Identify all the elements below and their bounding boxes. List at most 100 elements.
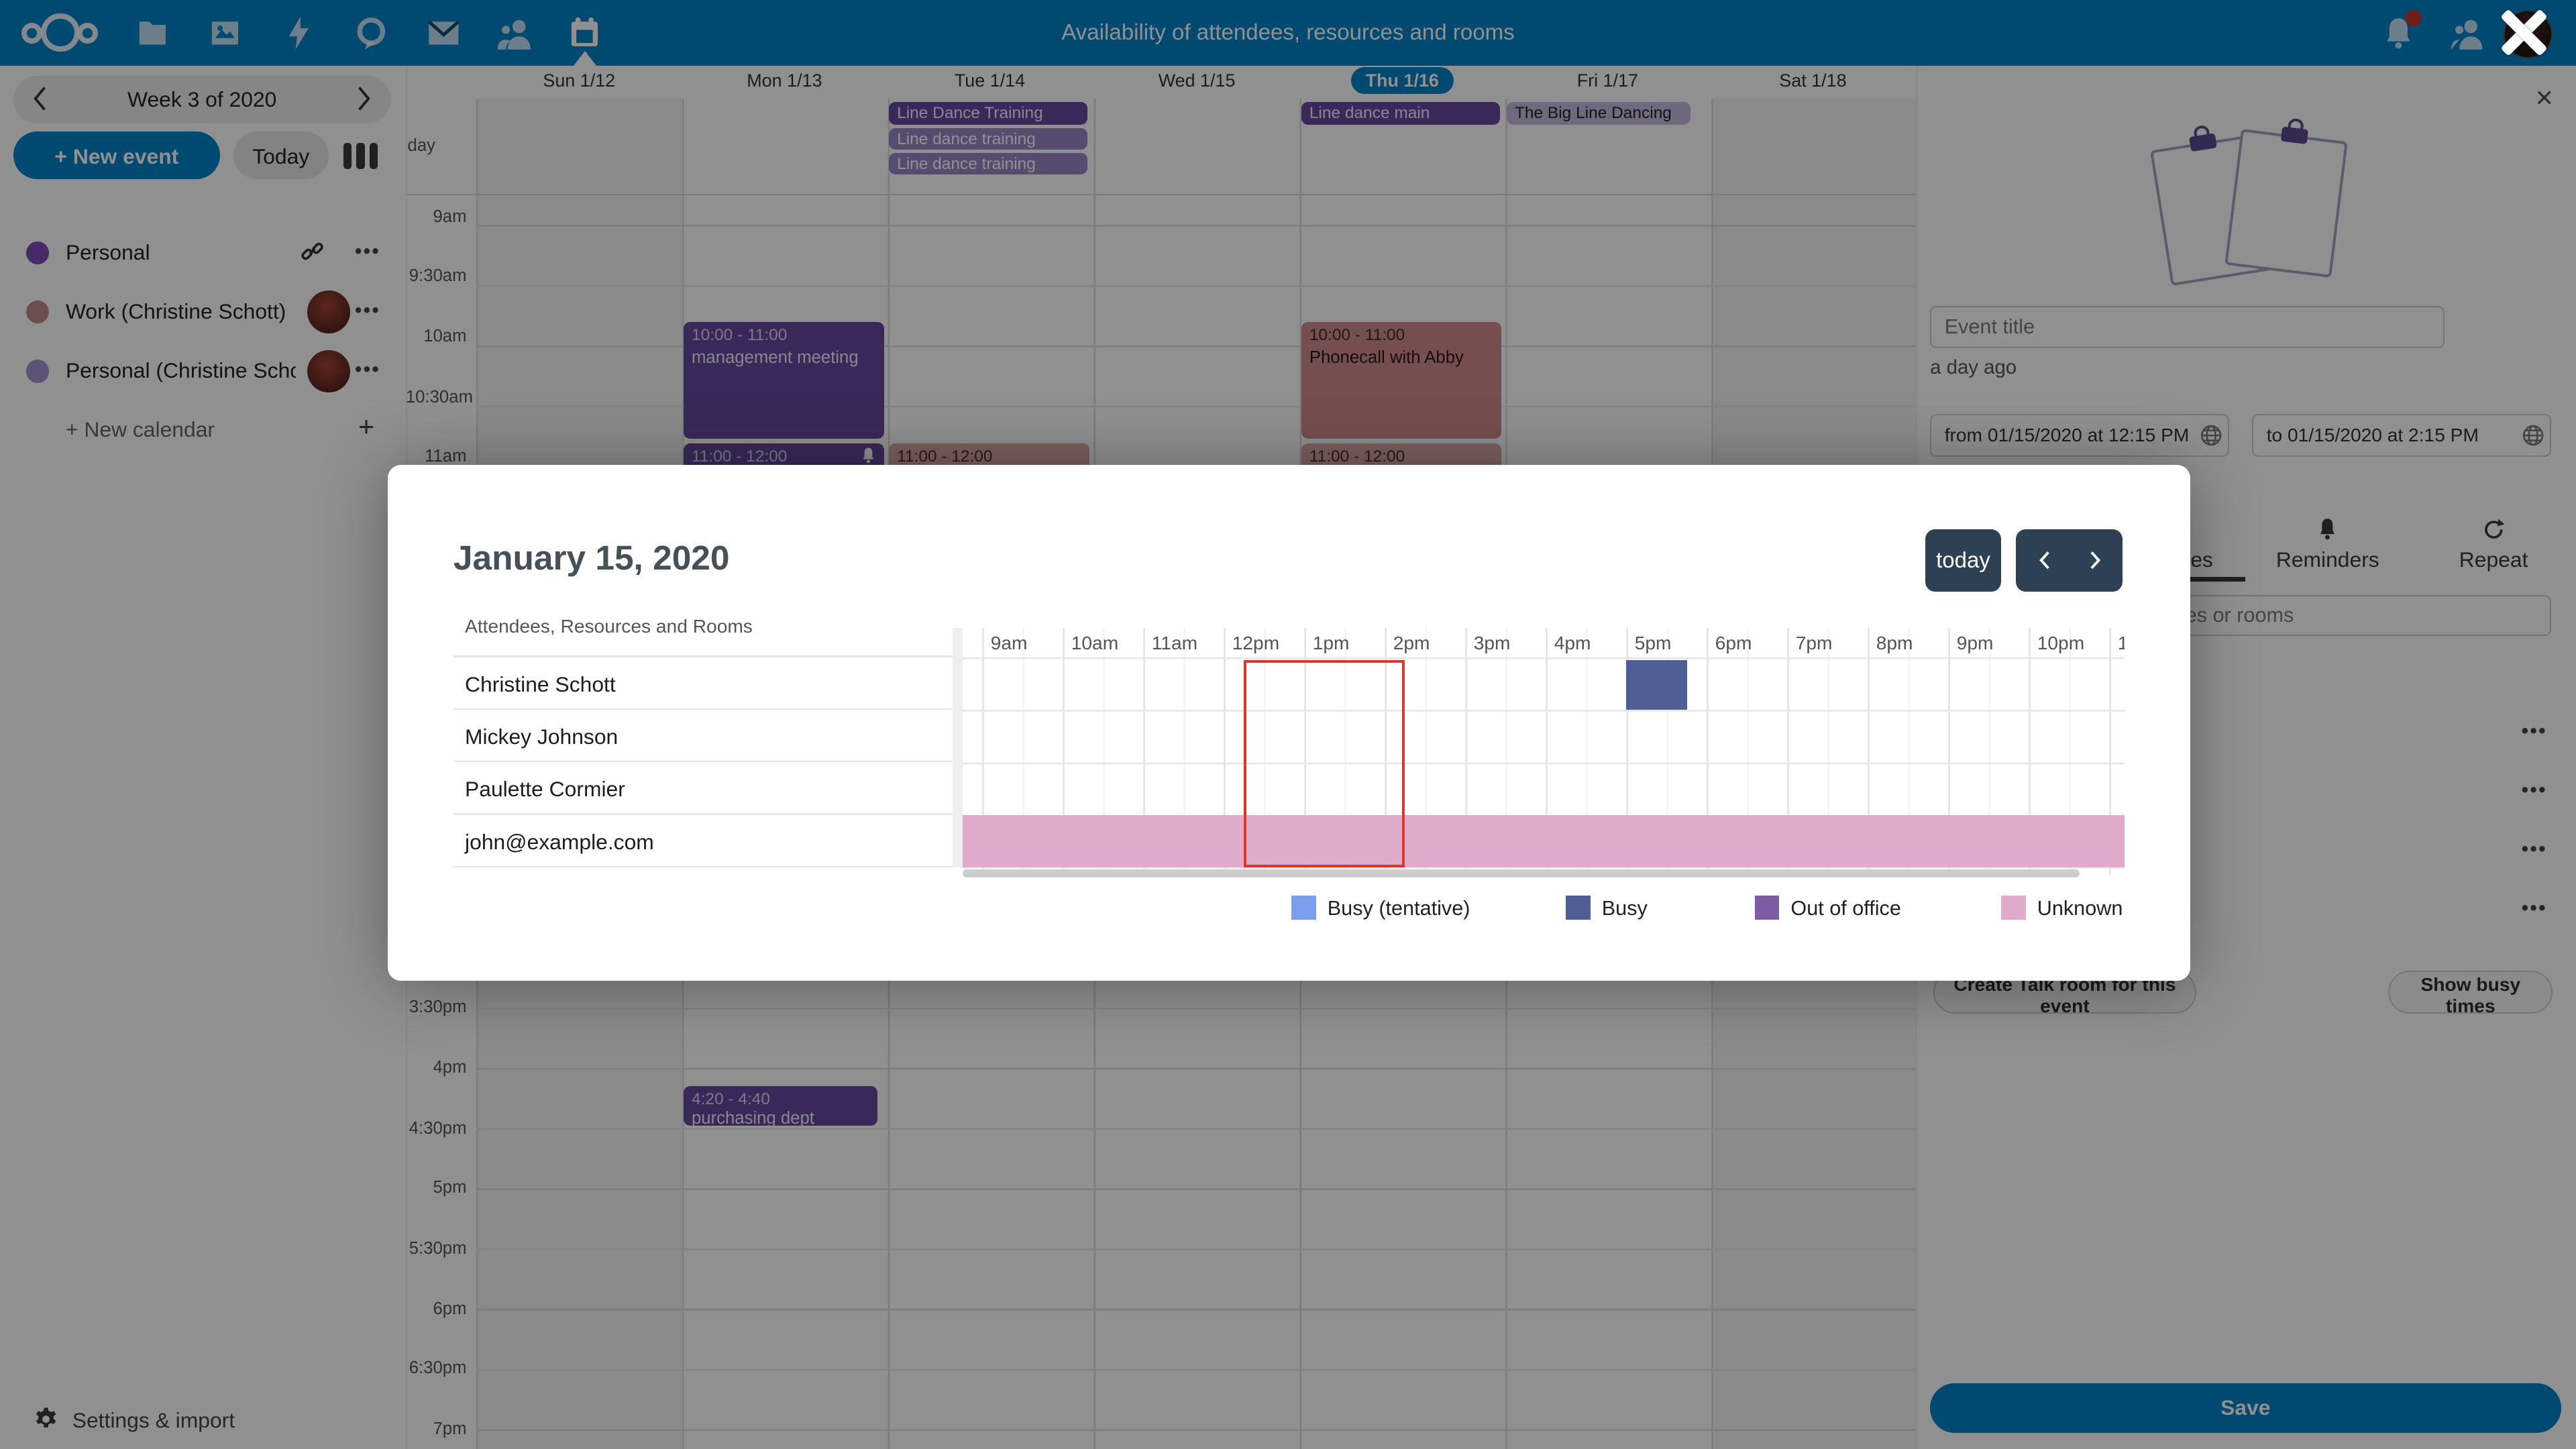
modal-date-title: January 15, 2020 (453, 537, 730, 577)
grid-time-label: 12pm (1232, 632, 1280, 653)
availability-grid[interactable]: 9am 10am 11am 12pm 1pm 2pm 3pm 4pm 5pm 6… (963, 627, 2125, 876)
attendee-row: john@example.com (465, 829, 654, 854)
time-gutter-label: 4pm (433, 1058, 467, 1077)
talk-icon[interactable] (352, 13, 391, 53)
settings-link[interactable]: Settings & import (72, 1407, 235, 1432)
modal-today-button[interactable]: today (1925, 529, 2001, 592)
day-header[interactable]: Tue 1/14 (954, 70, 1026, 91)
time-gutter-label: 10:30am (405, 387, 473, 407)
legend-swatch (1291, 895, 1316, 920)
tab-repeat[interactable]: Repeat (2412, 517, 2576, 572)
availability-modal: January 15, 2020 today Attendees, Resour… (387, 465, 2190, 981)
grid-time-label: 7pm (1795, 632, 1833, 653)
event-management-meeting[interactable]: 10:00 - 11:00 management meeting (683, 321, 884, 439)
grid-time-label: 11pm (2118, 633, 2125, 654)
attendee-actions-icon[interactable]: ••• (2521, 897, 2547, 920)
reminder-bell-icon (859, 447, 877, 465)
contacts-icon[interactable] (494, 13, 534, 53)
show-busy-times-button[interactable]: Show busy times (2388, 971, 2553, 1016)
settings-gear-icon[interactable] (33, 1406, 59, 1432)
view-toggle-icon[interactable] (343, 143, 383, 176)
add-calendar-icon[interactable]: + (358, 411, 376, 443)
week-switcher[interactable]: Week 3 of 2020 (13, 75, 391, 123)
day-header[interactable]: Fri 1/17 (1576, 70, 1638, 91)
tab-reminders[interactable]: Reminders (2245, 517, 2410, 572)
day-header-today[interactable]: Thu 1/16 (1299, 67, 1505, 95)
allday-event[interactable]: Line dance main rehearsal (1301, 101, 1500, 125)
contacts-menu-icon[interactable] (2448, 13, 2487, 53)
activity-icon[interactable] (279, 13, 319, 53)
next-week-icon[interactable] (348, 84, 378, 113)
grid-time-label: 1pm (1312, 632, 1350, 653)
time-gutter-label: 6pm (433, 1299, 467, 1319)
day-header[interactable]: Mon 1/13 (747, 70, 822, 91)
unknown-availability-band (963, 814, 2125, 868)
attendees-column-header: Attendees, Resources and Rooms (465, 616, 753, 637)
modal-date-nav[interactable] (2015, 529, 2123, 592)
last-modified-label: a day ago (1930, 356, 2017, 379)
calendar-item-personal-shared[interactable]: Personal (Christine Scho… ••• (0, 341, 406, 400)
active-app-indicator (573, 50, 596, 66)
attendee-actions-icon[interactable]: ••• (2521, 719, 2547, 742)
left-sidebar: Week 3 of 2020 + New event Today Persona… (0, 65, 407, 1449)
previous-day-icon (2039, 551, 2049, 570)
event-purchasing-dept[interactable]: 4:20 - 4:40 purchasing dept (683, 1085, 877, 1126)
mail-icon[interactable] (424, 13, 464, 53)
time-gutter-label: 5:30pm (409, 1238, 467, 1258)
allday-event[interactable]: Line Dance Training (888, 101, 1088, 125)
close-sidebar-icon[interactable]: ✕ (2534, 86, 2555, 112)
week-label[interactable]: Week 3 of 2020 (127, 87, 277, 111)
column-divider (953, 627, 963, 868)
photos-icon[interactable] (205, 13, 245, 53)
calendar-item-personal[interactable]: Personal ••• (0, 223, 406, 282)
calendar-actions-icon[interactable]: ••• (354, 239, 381, 262)
calendar-color-dot (26, 301, 50, 324)
day-header[interactable]: Sun 1/12 (543, 70, 616, 91)
grid-time-label: 9am (990, 632, 1028, 653)
attendee-actions-icon[interactable]: ••• (2521, 837, 2547, 860)
grid-time-label: 8pm (1876, 632, 1913, 653)
new-calendar-item[interactable]: + New calendar + (65, 411, 376, 443)
event-title-input[interactable] (1930, 305, 2445, 349)
attendee-actions-icon[interactable]: ••• (2521, 778, 2547, 801)
grid-horizontal-scrollbar[interactable] (963, 869, 2080, 877)
new-event-button[interactable]: + New event (13, 131, 221, 179)
grid-time-label: 5pm (1634, 632, 1672, 653)
time-gutter-label: 9:30am (409, 266, 467, 285)
grid-time-label: 11am (1151, 632, 1198, 653)
previous-week-icon[interactable] (26, 84, 56, 113)
day-header[interactable]: Sat 1/18 (1779, 70, 1847, 91)
day-header[interactable]: Wed 1/15 (1158, 70, 1236, 91)
notifications-bell-icon[interactable] (2379, 9, 2422, 53)
allday-event-declined[interactable]: Line dance training (888, 128, 1088, 150)
files-icon[interactable] (133, 13, 172, 53)
nextcloud-logo[interactable] (21, 13, 101, 53)
calendar-color-dot (26, 241, 50, 265)
grid-time-label: 4pm (1554, 632, 1591, 653)
selected-timespan-outline[interactable] (1243, 660, 1405, 868)
today-button[interactable]: Today (233, 131, 329, 179)
event-editor-sidebar: ✕ a day ago Attendees Reminders (1915, 65, 2576, 1449)
grid-time-label: 2pm (1393, 632, 1430, 653)
calendar-item-work[interactable]: Work (Christine Schott) ••• (0, 282, 406, 341)
calendar-owner-avatar (307, 290, 350, 334)
calendar-actions-icon[interactable]: ••• (354, 358, 381, 380)
busy-block (1626, 660, 1688, 710)
allday-event-tentative[interactable]: The Big Line Dancing Show (1506, 101, 1690, 125)
grid-time-label: 10pm (2037, 632, 2085, 653)
time-gutter-label: 9am (433, 207, 467, 226)
event-phonecall[interactable]: 10:00 - 11:00 Phonecall with Abby (1301, 321, 1502, 439)
page-title: Availability of attendees, resources and… (1061, 20, 1515, 45)
mouse-cursor (2497, 7, 2549, 59)
grid-time-label: 6pm (1715, 632, 1752, 653)
timezone-globe-icon[interactable] (2522, 424, 2544, 447)
time-gutter-label: 11am (425, 447, 467, 466)
share-link-icon[interactable] (299, 238, 325, 264)
calendar-icon[interactable] (565, 13, 604, 53)
legend-swatch (2000, 895, 2026, 920)
save-button[interactable]: Save (1930, 1383, 2561, 1433)
calendar-actions-icon[interactable]: ••• (354, 299, 381, 321)
allday-event-declined[interactable]: Line dance training (888, 152, 1088, 174)
timezone-globe-icon[interactable] (2200, 424, 2222, 447)
